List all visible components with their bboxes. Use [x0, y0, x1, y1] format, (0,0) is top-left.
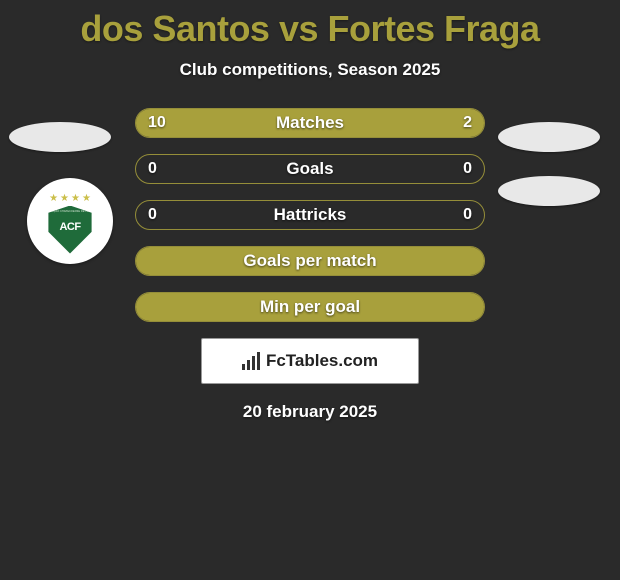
player-right-ellipse-1: [498, 122, 600, 152]
star-icon: ★: [49, 193, 58, 204]
player-left-ellipse: [9, 122, 111, 152]
bar-label: Hattricks: [136, 201, 484, 229]
footer-logo[interactable]: FcTables.com: [201, 338, 419, 384]
logo-bars-icon: [242, 352, 260, 370]
badge-ring-text: ASSOCIAÇÃO CHAPECOENSE DE FUTEBOL: [42, 210, 97, 213]
stat-row-min-per-goal: Min per goal: [135, 292, 485, 322]
bar-value-right: 2: [463, 109, 472, 137]
bar-label: Matches: [136, 109, 484, 137]
subtitle: Club competitions, Season 2025: [0, 60, 620, 80]
page-title: dos Santos vs Fortes Fraga: [0, 0, 620, 50]
player-right-ellipse-2: [498, 176, 600, 206]
footer-logo-text: FcTables.com: [266, 351, 378, 371]
bar-label: Goals: [136, 155, 484, 183]
comparison-bars: Matches102Goals00Hattricks00Goals per ma…: [135, 108, 485, 322]
badge-stars: ★★★★: [49, 193, 91, 204]
team-badge: ★★★★ ASSOCIAÇÃO CHAPECOENSE DE FUTEBOL A…: [27, 178, 113, 264]
badge-shield: ASSOCIAÇÃO CHAPECOENSE DE FUTEBOL ACF: [46, 206, 94, 254]
bar-value-left: 0: [148, 155, 157, 183]
bar-label: Min per goal: [136, 293, 484, 321]
stat-row-hattricks: Hattricks0 0: [135, 200, 485, 230]
star-icon: ★: [71, 193, 80, 204]
bar-value-right: 0: [463, 201, 472, 229]
star-icon: ★: [60, 193, 69, 204]
bar-value-left: 0: [148, 201, 157, 229]
stat-row-goals-per-match: Goals per match: [135, 246, 485, 276]
stat-row-matches: Matches10 2: [135, 108, 485, 138]
bar-label: Goals per match: [136, 247, 484, 275]
footer-date: 20 february 2025: [0, 402, 620, 422]
bar-value-left: 10: [148, 109, 166, 137]
star-icon: ★: [82, 193, 91, 204]
stat-row-goals: Goals0 0: [135, 154, 485, 184]
bar-value-right: 0: [463, 155, 472, 183]
badge-monogram: ACF: [59, 222, 80, 233]
